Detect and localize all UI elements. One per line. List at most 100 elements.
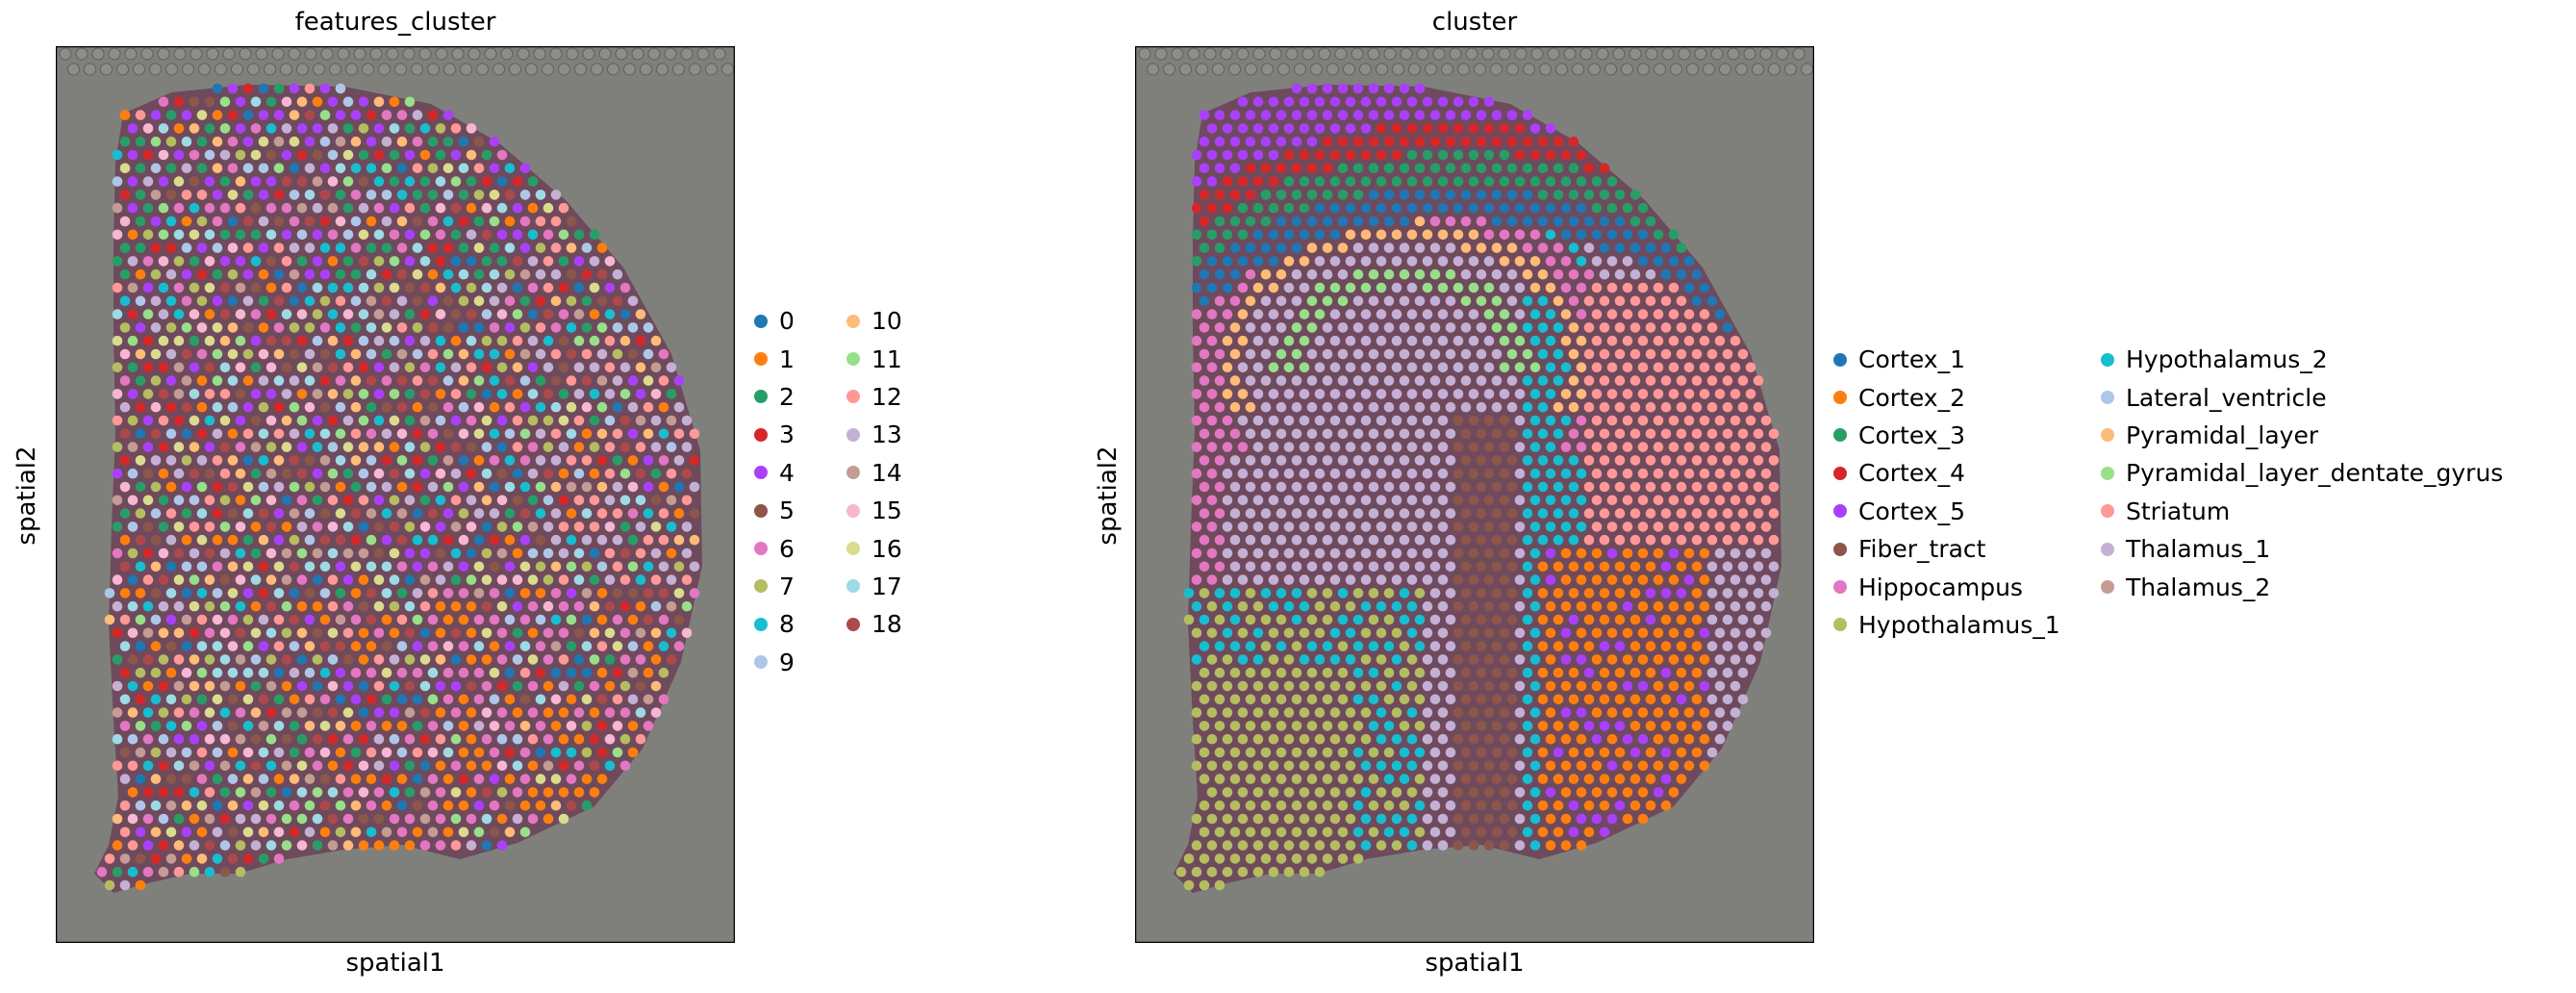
spot bbox=[242, 827, 254, 838]
spot bbox=[1576, 149, 1587, 161]
spot bbox=[1645, 348, 1656, 360]
spot bbox=[242, 268, 254, 280]
spot bbox=[396, 747, 408, 758]
spot bbox=[1322, 853, 1333, 864]
spot bbox=[612, 481, 623, 493]
spot bbox=[1614, 322, 1626, 333]
spot bbox=[189, 309, 200, 319]
spot bbox=[458, 375, 469, 386]
spot bbox=[473, 694, 485, 705]
spot bbox=[158, 149, 169, 161]
empty-well bbox=[1530, 47, 1544, 61]
spot bbox=[227, 348, 239, 360]
spot bbox=[1468, 362, 1479, 373]
spot bbox=[1222, 442, 1233, 452]
spot bbox=[666, 522, 677, 532]
spot bbox=[312, 787, 323, 798]
empty-well bbox=[656, 63, 669, 76]
spot bbox=[581, 508, 593, 519]
spot bbox=[1460, 774, 1472, 784]
spot bbox=[242, 83, 254, 94]
spot bbox=[1314, 149, 1326, 161]
spot bbox=[450, 442, 462, 452]
spot bbox=[1629, 268, 1641, 280]
spot bbox=[235, 468, 246, 479]
spot bbox=[1237, 282, 1249, 293]
spot bbox=[1260, 163, 1272, 174]
spot bbox=[419, 787, 431, 798]
spot bbox=[543, 654, 554, 665]
spot bbox=[127, 176, 139, 187]
spot bbox=[1445, 721, 1456, 731]
spot bbox=[219, 866, 231, 878]
spot bbox=[265, 707, 277, 718]
spot bbox=[1245, 747, 1256, 758]
spot bbox=[1199, 375, 1210, 386]
spot bbox=[1506, 455, 1518, 466]
spot bbox=[242, 455, 254, 466]
spot bbox=[1306, 588, 1318, 598]
spot bbox=[419, 627, 431, 639]
spot bbox=[158, 495, 169, 506]
spot bbox=[373, 123, 385, 134]
spot bbox=[1722, 667, 1733, 678]
spot bbox=[219, 522, 231, 532]
spot bbox=[1437, 600, 1449, 612]
spot bbox=[1291, 561, 1302, 573]
spot bbox=[489, 508, 500, 519]
spot bbox=[435, 415, 446, 426]
spot bbox=[543, 415, 554, 426]
spot bbox=[512, 680, 523, 692]
legend-item: 3 bbox=[754, 416, 795, 453]
spot bbox=[1568, 322, 1579, 333]
spot bbox=[450, 733, 462, 745]
spot bbox=[1614, 481, 1626, 493]
spot bbox=[1637, 574, 1649, 585]
spot bbox=[373, 680, 385, 692]
spot bbox=[1553, 614, 1564, 625]
spot bbox=[1368, 721, 1379, 731]
spot bbox=[496, 309, 508, 319]
spot bbox=[1368, 667, 1379, 678]
spot bbox=[242, 295, 254, 307]
spot bbox=[1468, 442, 1479, 452]
spot bbox=[281, 733, 292, 745]
spot bbox=[543, 522, 554, 532]
spot bbox=[1514, 415, 1526, 426]
spot bbox=[1406, 282, 1418, 293]
spot bbox=[1237, 362, 1249, 373]
spot bbox=[1345, 176, 1356, 187]
spot bbox=[1560, 627, 1572, 639]
spot bbox=[396, 721, 408, 731]
spot bbox=[1653, 389, 1664, 399]
spot bbox=[1483, 176, 1495, 187]
spot bbox=[258, 136, 269, 147]
spot bbox=[1468, 733, 1479, 745]
spot bbox=[504, 401, 516, 413]
spot bbox=[1699, 707, 1710, 718]
spot bbox=[412, 721, 423, 731]
legend-item: 7 bbox=[754, 568, 795, 605]
spot bbox=[558, 442, 569, 452]
spot bbox=[1268, 468, 1279, 479]
spot bbox=[1429, 721, 1441, 731]
spot bbox=[1222, 547, 1233, 559]
spot bbox=[504, 561, 516, 573]
spot bbox=[442, 534, 454, 546]
legend-label: 9 bbox=[779, 648, 795, 676]
spot bbox=[1645, 401, 1656, 413]
spot bbox=[1222, 123, 1233, 134]
spot bbox=[643, 641, 654, 651]
spot bbox=[1737, 481, 1749, 493]
spot bbox=[1422, 547, 1433, 559]
spot bbox=[581, 561, 593, 573]
spot bbox=[1491, 348, 1503, 360]
spot bbox=[1445, 163, 1456, 174]
legend-label: Cortex_5 bbox=[1858, 496, 1965, 525]
spot bbox=[1237, 707, 1249, 718]
spot bbox=[135, 190, 146, 200]
spot bbox=[358, 202, 369, 214]
spot bbox=[250, 654, 262, 665]
spot bbox=[1199, 641, 1210, 651]
spot bbox=[1591, 654, 1603, 665]
